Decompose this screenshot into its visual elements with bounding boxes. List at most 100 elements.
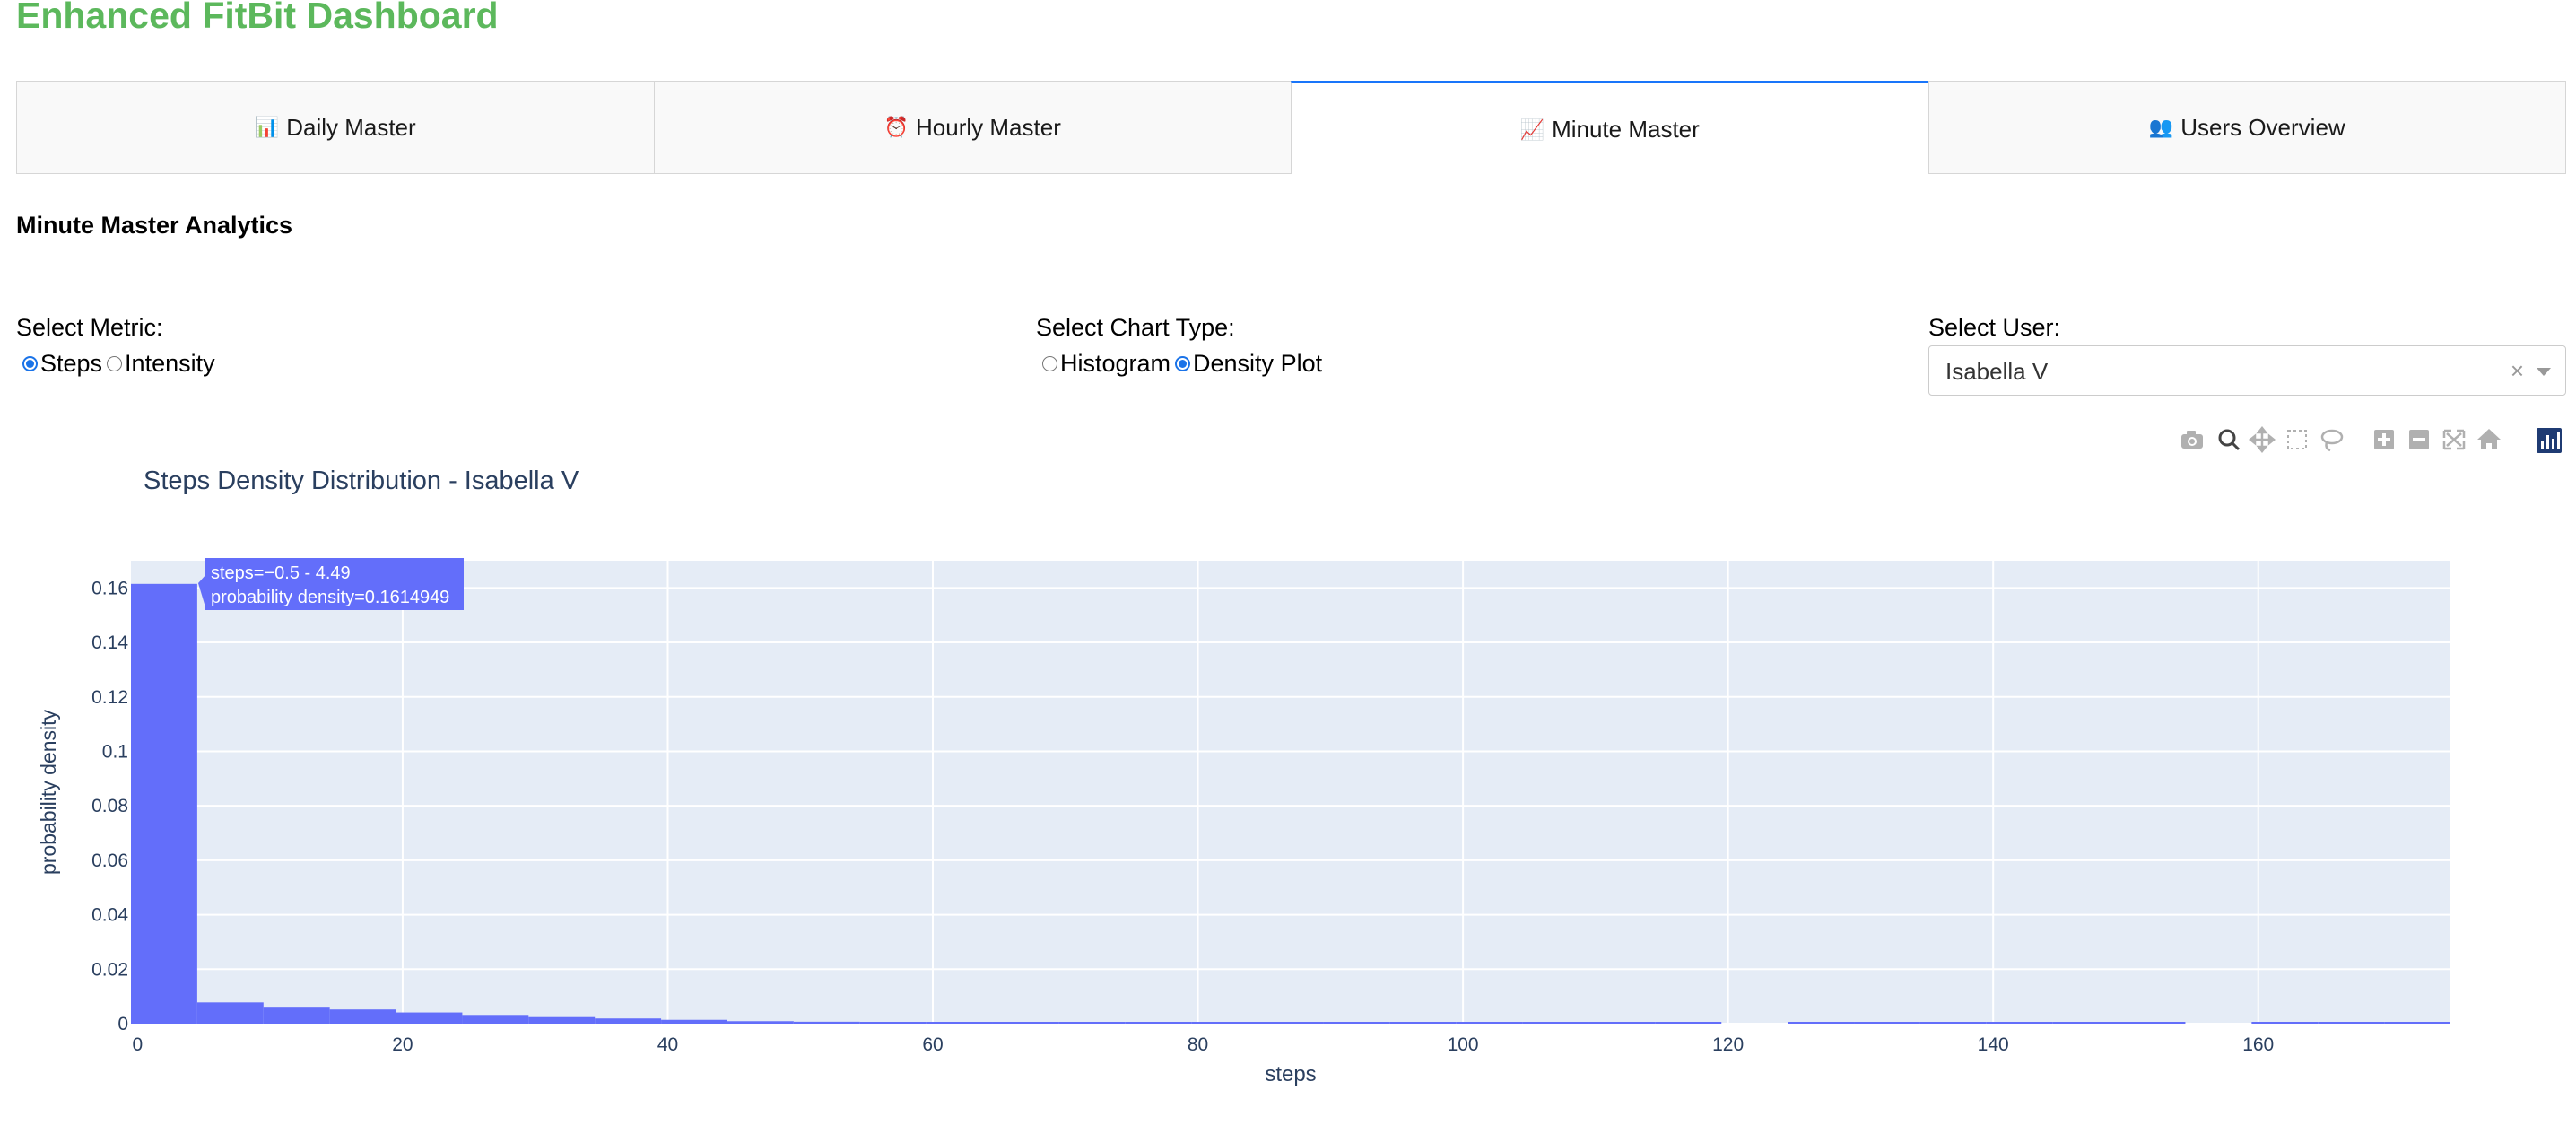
app-title: Enhanced FitBit Dashboard: [16, 0, 499, 36]
zoom-icon[interactable]: [2218, 429, 2241, 451]
chevron-down-icon[interactable]: [2537, 368, 2551, 376]
y-tick-label: 0.06: [91, 850, 128, 871]
histogram-radio[interactable]: [1042, 356, 1057, 371]
x-tick-label: 140: [1978, 1034, 2009, 1055]
pan-icon[interactable]: [2248, 425, 2276, 454]
density-bar[interactable]: [329, 1009, 396, 1024]
density-bar[interactable]: [1588, 1022, 1656, 1024]
chart-title: Steps Density Distribution - Isabella V: [144, 467, 579, 495]
tab-daily-master[interactable]: 📊 Daily Master: [16, 81, 654, 174]
density-bar[interactable]: [992, 1022, 1059, 1024]
y-tick-label: 0.1: [102, 741, 128, 762]
density-bar[interactable]: [1522, 1022, 1589, 1024]
user-select-value: Isabella V: [1945, 358, 2049, 385]
density-bar[interactable]: [462, 1015, 529, 1024]
metric-steps-label[interactable]: Steps: [40, 350, 103, 377]
y-tick-label: 0.16: [91, 578, 128, 598]
camera-icon[interactable]: [2181, 431, 2203, 449]
density-bar[interactable]: [859, 1022, 927, 1024]
x-tick-label: 100: [1448, 1034, 1479, 1055]
y-tick-label: 0.14: [91, 632, 128, 653]
y-tick-label: 0.08: [91, 796, 128, 816]
tab-minute-master[interactable]: 📈 Minute Master: [1291, 81, 1928, 174]
zoom-in-icon[interactable]: [2374, 430, 2394, 449]
density-bar[interactable]: [1919, 1022, 1987, 1024]
density-bar[interactable]: [1258, 1022, 1324, 1024]
tab-label: Users Overview: [2180, 113, 2345, 141]
bars: [131, 583, 2450, 1024]
x-tick-label: 60: [922, 1034, 943, 1055]
plot-area[interactable]: [131, 561, 2450, 1024]
users-icon: 👥: [2148, 116, 2174, 138]
x-tick-label: 0: [133, 1034, 144, 1055]
metric-intensity-label[interactable]: Intensity: [125, 350, 215, 377]
x-axis-label: steps: [1265, 1062, 1316, 1086]
y-tick-label: 0: [117, 1014, 128, 1034]
y-tick-labels: 0 0.02 0.04 0.06 0.08 0.1 0.12 0.14 0.16: [91, 578, 128, 1034]
bar-chart-icon: 📊: [254, 116, 280, 138]
zoom-out-icon[interactable]: [2409, 430, 2429, 449]
density-bar[interactable]: [196, 1002, 264, 1024]
histogram-label[interactable]: Histogram: [1060, 350, 1171, 377]
density-bar[interactable]: [1986, 1022, 2053, 1024]
lasso-icon[interactable]: [2320, 429, 2344, 452]
plotly-logo-icon[interactable]: [2537, 428, 2562, 453]
density-bar[interactable]: [2052, 1022, 2119, 1024]
density-bar[interactable]: [2251, 1022, 2319, 1024]
density-bar[interactable]: [793, 1021, 860, 1024]
tab-label: Minute Master: [1552, 116, 1700, 143]
density-plot-radio[interactable]: [1175, 356, 1191, 371]
tab-label: Hourly Master: [916, 113, 1061, 141]
reset-axes-icon[interactable]: [2477, 429, 2501, 449]
tab-hourly-master[interactable]: ⏰ Hourly Master: [653, 81, 1291, 174]
section-title: Minute Master Analytics: [16, 212, 293, 239]
density-bar[interactable]: [263, 1007, 330, 1024]
density-bar[interactable]: [926, 1022, 993, 1024]
density-chart: Steps Density Distribution - Isabella V …: [37, 467, 2450, 1086]
density-bar[interactable]: [1788, 1022, 1855, 1024]
tooltip-line-density: probability density=0.1614949: [211, 588, 449, 607]
alarm-clock-icon: ⏰: [883, 116, 909, 138]
clear-icon[interactable]: ×: [2510, 357, 2524, 384]
x-tick-label: 80: [1188, 1034, 1208, 1055]
chart-modebar: [2181, 425, 2562, 454]
density-bar[interactable]: [2384, 1022, 2450, 1024]
x-tick-label: 20: [392, 1034, 413, 1055]
density-bar[interactable]: [1389, 1022, 1457, 1024]
tab-users-overview[interactable]: 👥 Users Overview: [1928, 81, 2566, 174]
density-bar[interactable]: [1058, 1022, 1126, 1024]
density-bar[interactable]: [661, 1019, 727, 1024]
density-bar[interactable]: [2119, 1022, 2186, 1024]
density-bar[interactable]: [1854, 1022, 1920, 1024]
density-bar[interactable]: [1456, 1022, 1523, 1024]
density-bar[interactable]: [1125, 1022, 1192, 1024]
density-plot-label[interactable]: Density Plot: [1193, 350, 1323, 377]
x-tick-labels: 0 20 40 60 80 100 120 140 160: [133, 1034, 2275, 1055]
x-tick-label: 120: [1712, 1034, 1744, 1055]
trend-chart-icon: 📈: [1519, 118, 1545, 141]
y-axis-label: probability density: [37, 709, 60, 875]
density-bar[interactable]: [1655, 1022, 1722, 1024]
metric-steps-radio[interactable]: [22, 356, 38, 371]
density-bar[interactable]: [2318, 1022, 2385, 1024]
density-bar[interactable]: [528, 1016, 596, 1024]
density-bar[interactable]: [727, 1021, 794, 1024]
metric-label: Select Metric:: [16, 314, 163, 341]
x-tick-label: 160: [2242, 1034, 2274, 1055]
metric-radio-group: Steps Intensity: [18, 350, 215, 378]
metric-intensity-radio[interactable]: [107, 356, 123, 371]
x-tick-label: 40: [657, 1034, 678, 1055]
chart-type-radio-group: Histogram Density Plot: [1038, 350, 1322, 378]
density-bar[interactable]: [1323, 1022, 1390, 1024]
tooltip-line-steps: steps=−0.5 - 4.49: [211, 563, 351, 583]
user-select[interactable]: Isabella V ×: [1928, 345, 2566, 396]
density-bar[interactable]: [396, 1012, 463, 1024]
tab-bar: 📊 Daily Master ⏰ Hourly Master 📈 Minute …: [16, 81, 2566, 174]
density-bar[interactable]: [131, 583, 197, 1024]
density-bar[interactable]: [1191, 1022, 1258, 1024]
density-bar[interactable]: [595, 1018, 662, 1024]
autoscale-icon[interactable]: [2442, 429, 2466, 450]
hover-tooltip: steps=−0.5 - 4.49 probability density=0.…: [198, 558, 464, 610]
box-select-icon[interactable]: [2287, 430, 2307, 449]
y-tick-label: 0.02: [91, 959, 128, 980]
